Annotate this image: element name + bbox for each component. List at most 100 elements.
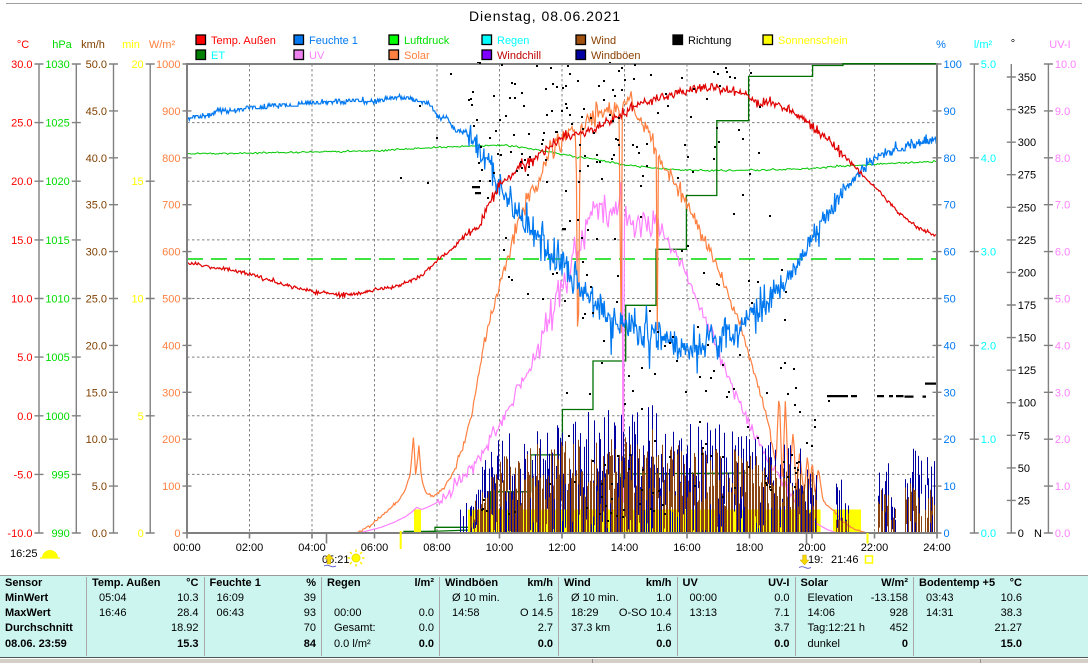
svg-text:1000: 1000: [156, 59, 180, 71]
svg-text:10: 10: [944, 481, 956, 493]
svg-text:25: 25: [1018, 495, 1030, 507]
svg-text:0: 0: [944, 528, 950, 540]
svg-text:UV-I: UV-I: [1049, 39, 1070, 51]
svg-text:4.0: 4.0: [1055, 340, 1070, 352]
svg-text:1.0: 1.0: [1055, 481, 1070, 493]
svg-text:20: 20: [944, 434, 956, 446]
svg-text:125: 125: [1018, 365, 1036, 377]
svg-text:350: 350: [1018, 72, 1036, 84]
svg-text:30: 30: [944, 387, 956, 399]
svg-text:800: 800: [162, 153, 180, 165]
svg-text:08:00: 08:00: [423, 542, 451, 554]
svg-text:0.0: 0.0: [17, 411, 32, 423]
svg-text:2.0: 2.0: [1055, 434, 1070, 446]
svg-text:05:21: 05:21: [322, 554, 350, 566]
svg-text:14:00: 14:00: [611, 542, 639, 554]
svg-text:1030: 1030: [45, 59, 69, 71]
svg-text:min: min: [122, 39, 140, 51]
svg-text:Feuchte 1: Feuchte 1: [309, 35, 358, 47]
svg-text:00:00: 00:00: [173, 542, 201, 554]
svg-text:275: 275: [1018, 170, 1036, 182]
svg-text:24:00: 24:00: [923, 542, 951, 554]
svg-text:4.0: 4.0: [981, 153, 996, 165]
svg-text:45.0: 45.0: [86, 106, 107, 118]
svg-text:0: 0: [1018, 528, 1024, 540]
svg-text:400: 400: [162, 340, 180, 352]
svg-text:Temp. Außen: Temp. Außen: [211, 35, 276, 47]
svg-text:-5.0: -5.0: [14, 469, 33, 481]
svg-text:16:00: 16:00: [673, 542, 701, 554]
svg-text:75: 75: [1018, 430, 1030, 442]
svg-text:Luftdruck: Luftdruck: [404, 35, 450, 47]
svg-text:06:00: 06:00: [361, 542, 389, 554]
svg-text:600: 600: [162, 247, 180, 259]
svg-text:10.0: 10.0: [11, 294, 32, 306]
svg-text:80: 80: [944, 153, 956, 165]
svg-text:12:00: 12:00: [548, 542, 576, 554]
svg-text:50: 50: [944, 294, 956, 306]
svg-text:0.0: 0.0: [92, 528, 107, 540]
svg-text:15: 15: [131, 176, 143, 188]
svg-text:Dienstag, 08.06.2021: Dienstag, 08.06.2021: [469, 8, 621, 24]
svg-text:1010: 1010: [45, 294, 69, 306]
svg-text:1020: 1020: [45, 176, 69, 188]
svg-text:225: 225: [1018, 235, 1036, 247]
svg-text:Wind: Wind: [591, 35, 616, 47]
svg-text:20:00: 20:00: [798, 542, 826, 554]
svg-text:40: 40: [944, 340, 956, 352]
svg-text:300: 300: [162, 387, 180, 399]
svg-text:30.0: 30.0: [11, 59, 32, 71]
svg-text:Solar: Solar: [404, 50, 430, 62]
svg-text:9.0: 9.0: [1055, 106, 1070, 118]
svg-text:hPa: hPa: [52, 39, 72, 51]
svg-text:1000: 1000: [45, 411, 69, 423]
svg-text:300: 300: [1018, 137, 1036, 149]
svg-text:0: 0: [174, 528, 180, 540]
svg-text:04:00: 04:00: [298, 542, 326, 554]
svg-text:100: 100: [1018, 398, 1036, 410]
svg-text:175: 175: [1018, 300, 1036, 312]
svg-text:15.0: 15.0: [11, 235, 32, 247]
svg-text:100: 100: [944, 59, 962, 71]
svg-text:10.0: 10.0: [1055, 59, 1076, 71]
svg-text:l/m²: l/m²: [974, 39, 993, 51]
svg-text:Regen: Regen: [497, 35, 529, 47]
svg-text:°: °: [1011, 38, 1015, 50]
svg-text:N: N: [1034, 528, 1042, 540]
svg-text:50.0: 50.0: [86, 59, 107, 71]
svg-text:1.0: 1.0: [981, 434, 996, 446]
svg-text:W/m²: W/m²: [149, 39, 176, 51]
svg-text:%: %: [936, 39, 946, 51]
svg-text:22:00: 22:00: [861, 542, 889, 554]
svg-text:35.0: 35.0: [86, 200, 107, 212]
svg-text:20.0: 20.0: [86, 340, 107, 352]
svg-text:150: 150: [1018, 333, 1036, 345]
svg-text:2.0: 2.0: [981, 340, 996, 352]
svg-text:15.0: 15.0: [86, 387, 107, 399]
svg-text:500: 500: [162, 294, 180, 306]
svg-text:990: 990: [51, 528, 69, 540]
svg-text:0.0: 0.0: [1055, 528, 1070, 540]
svg-text:25.0: 25.0: [11, 118, 32, 130]
svg-text:°C: °C: [17, 39, 29, 51]
svg-text:50: 50: [1018, 463, 1030, 475]
svg-text:40.0: 40.0: [86, 153, 107, 165]
svg-text:25.0: 25.0: [86, 294, 107, 306]
svg-text:20: 20: [131, 59, 143, 71]
svg-text:5: 5: [138, 411, 144, 423]
svg-text:0: 0: [138, 528, 144, 540]
svg-text:250: 250: [1018, 202, 1036, 214]
svg-text:5.0: 5.0: [17, 352, 32, 364]
svg-text:3.0: 3.0: [1055, 387, 1070, 399]
svg-text:5.0: 5.0: [981, 59, 996, 71]
svg-text:21:46: 21:46: [831, 554, 859, 566]
svg-text:Sonnenschein: Sonnenschein: [778, 35, 848, 47]
svg-text:10:00: 10:00: [486, 542, 514, 554]
svg-text:5.0: 5.0: [1055, 294, 1070, 306]
svg-text:700: 700: [162, 200, 180, 212]
svg-text:7.0: 7.0: [1055, 200, 1070, 212]
svg-text:60: 60: [944, 247, 956, 259]
svg-text:3.0: 3.0: [981, 247, 996, 259]
svg-text:Richtung: Richtung: [688, 35, 731, 47]
svg-text:UV: UV: [309, 50, 325, 62]
